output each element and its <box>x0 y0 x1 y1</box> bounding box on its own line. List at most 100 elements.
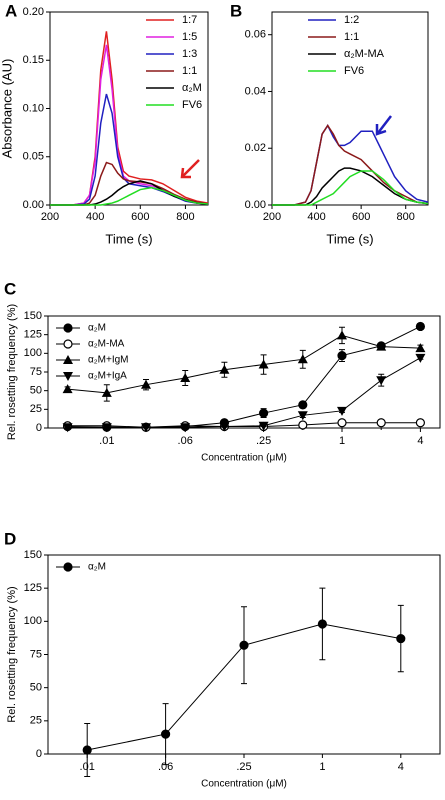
data-point <box>141 423 151 433</box>
x-tick-label: 4 <box>417 435 423 447</box>
data-line <box>67 357 421 428</box>
x-axis-label: Time (s) <box>105 231 152 246</box>
arrow-b <box>375 115 392 136</box>
y-tick-label: 100 <box>24 347 42 359</box>
x-tick-label: 400 <box>86 211 104 223</box>
y-tick-label: 50 <box>30 385 42 397</box>
y-tick-label: 150 <box>24 549 42 561</box>
y-axis-label: Rel. rosetting frequency (%) <box>6 586 18 722</box>
y-tick-label: 25 <box>30 715 42 727</box>
data-point <box>258 359 269 369</box>
data-point <box>180 372 191 382</box>
legend-label: 1:5 <box>182 31 197 43</box>
x-tick-label: .25 <box>256 435 271 447</box>
x-tick-label: 4 <box>398 761 404 773</box>
y-tick-label: 0 <box>36 748 42 760</box>
data-point <box>62 423 73 433</box>
x-tick-label: 800 <box>176 211 194 223</box>
series <box>272 167 429 206</box>
data-point <box>298 400 308 410</box>
y-tick-label: 50 <box>30 682 42 694</box>
legend-label: α₂M <box>182 82 202 94</box>
data-point <box>297 354 308 364</box>
data-point <box>219 422 230 432</box>
data-point <box>239 640 249 650</box>
legend-label: 1:3 <box>182 48 197 60</box>
legend-label: FV6 <box>344 65 364 77</box>
x-tick-label: 600 <box>131 211 149 223</box>
x-tick-label: 800 <box>397 211 415 223</box>
data-point <box>297 411 308 421</box>
series <box>272 124 429 206</box>
data-point <box>337 418 347 428</box>
legend-label: 1:1 <box>182 65 197 77</box>
series <box>272 170 429 206</box>
x-tick-label: .06 <box>178 435 193 447</box>
data-point <box>82 745 92 755</box>
x-tick-label: .25 <box>236 761 251 773</box>
legend-marker <box>63 355 73 364</box>
data-point <box>337 330 347 340</box>
data-point <box>298 420 308 430</box>
legend-marker <box>63 372 73 381</box>
data-point <box>396 633 406 644</box>
panel-label: A <box>5 1 17 20</box>
y-tick-label: 75 <box>30 648 42 660</box>
legend-label: α₂M <box>88 562 106 573</box>
data-point <box>101 387 112 397</box>
data-line <box>67 334 421 394</box>
legend-label: α₂M+IgM <box>88 355 129 366</box>
data-point <box>337 350 347 361</box>
data-point <box>415 353 426 363</box>
x-tick-label: 200 <box>41 211 59 223</box>
legend-label: 1:1 <box>344 31 359 43</box>
y-tick-label: 125 <box>24 582 42 594</box>
data-line <box>272 167 429 206</box>
data-point <box>141 379 151 389</box>
data-point <box>376 341 387 351</box>
y-tick-label: 150 <box>24 310 42 322</box>
series <box>50 161 209 206</box>
series <box>64 326 424 402</box>
x-axis-label: Concentration (μM) <box>201 453 287 464</box>
legend-marker <box>63 323 73 333</box>
y-tick-label: 0.04 <box>245 85 266 97</box>
data-line <box>50 161 209 206</box>
x-tick-label: 1 <box>339 435 345 447</box>
y-tick-label: 0 <box>36 422 42 434</box>
y-tick-label: 0.15 <box>23 54 44 66</box>
arrow-a <box>180 159 200 179</box>
data-point <box>180 423 191 433</box>
x-tick-label: .01 <box>99 435 114 447</box>
data-line <box>272 170 429 206</box>
series <box>272 124 429 206</box>
panel-label: D <box>4 529 16 548</box>
data-point <box>415 343 426 353</box>
y-axis-label: Rel. rosetting frequency (%) <box>6 304 18 440</box>
data-point <box>415 321 425 332</box>
y-tick-label: 0.00 <box>23 199 44 211</box>
legend-marker <box>63 562 73 572</box>
x-axis-label: Concentration (μM) <box>201 779 287 790</box>
plot-frame <box>271 11 429 206</box>
data-line <box>272 124 429 206</box>
y-tick-label: 0.02 <box>245 142 266 154</box>
data-point <box>101 423 112 433</box>
legend-label: FV6 <box>182 99 202 111</box>
x-tick-label: .06 <box>158 761 173 773</box>
legend-label: 1:7 <box>182 14 197 26</box>
data-point <box>376 418 386 428</box>
data-point <box>62 384 73 394</box>
data-point <box>415 418 425 428</box>
data-point <box>337 406 347 416</box>
y-tick-label: 0.00 <box>245 199 266 211</box>
y-tick-label: 0.10 <box>23 102 44 114</box>
series <box>84 587 404 778</box>
data-point <box>259 408 269 418</box>
legend-label: α₂M-MA <box>88 339 125 350</box>
legend-marker <box>63 339 73 349</box>
series <box>50 186 209 206</box>
data-point <box>376 376 387 386</box>
y-tick-label: 125 <box>24 329 42 341</box>
